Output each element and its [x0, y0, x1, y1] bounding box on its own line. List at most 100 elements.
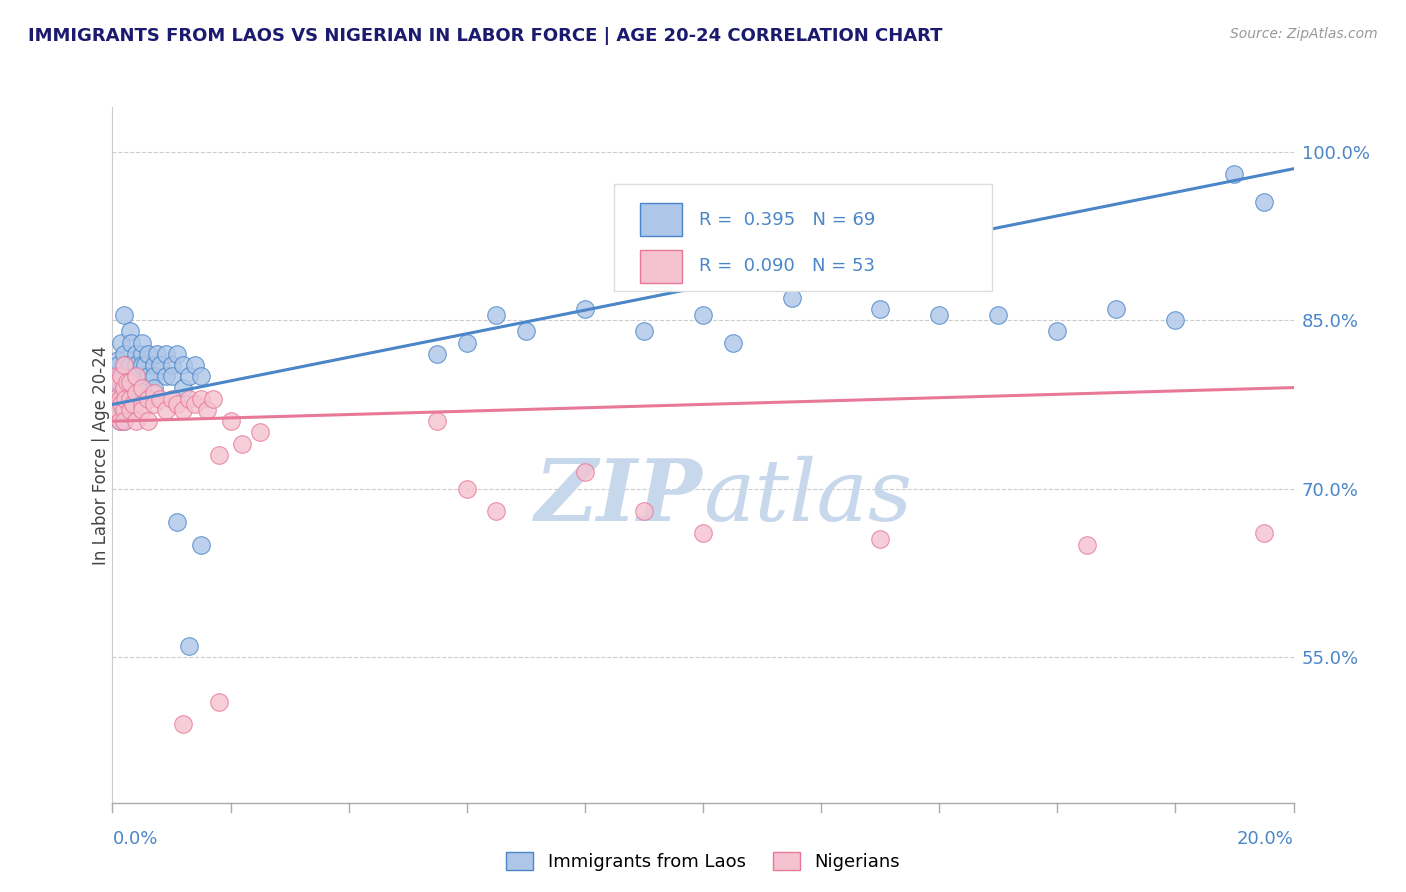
Point: [869, 301, 891, 316]
Point: [104, 392, 127, 406]
Text: Source: ZipAtlas.com: Source: ZipAtlas.com: [1230, 27, 1378, 41]
Point: [112, 392, 135, 406]
Point: [112, 403, 135, 417]
Point: [120, 403, 142, 417]
Point: [136, 392, 159, 406]
Legend: Immigrants from Laos, Nigerians: Immigrants from Laos, Nigerians: [499, 845, 907, 879]
Point: [1046, 325, 1069, 339]
Point: [120, 392, 142, 406]
Point: [108, 414, 131, 428]
Point: [149, 392, 172, 406]
Point: [142, 381, 165, 395]
Point: [426, 347, 449, 361]
Point: [108, 375, 131, 389]
Point: [131, 358, 153, 372]
Point: [166, 347, 188, 361]
Point: [131, 403, 153, 417]
Point: [456, 335, 478, 350]
Text: IMMIGRANTS FROM LAOS VS NIGERIAN IN LABOR FORCE | AGE 20-24 CORRELATION CHART: IMMIGRANTS FROM LAOS VS NIGERIAN IN LABO…: [28, 27, 942, 45]
Point: [120, 335, 142, 350]
Point: [134, 358, 156, 372]
Point: [692, 308, 714, 322]
Point: [125, 414, 148, 428]
Point: [112, 381, 135, 395]
Point: [987, 308, 1010, 322]
Point: [485, 308, 508, 322]
Point: [692, 526, 714, 541]
Point: [107, 381, 129, 395]
Point: [114, 358, 136, 372]
Point: [426, 414, 449, 428]
Point: [485, 504, 508, 518]
Point: [142, 369, 165, 384]
Point: [1223, 167, 1246, 181]
Point: [1253, 526, 1275, 541]
Point: [231, 436, 253, 450]
Point: [633, 325, 655, 339]
Point: [179, 639, 201, 653]
Point: [166, 515, 188, 529]
Point: [160, 358, 183, 372]
Point: [219, 414, 242, 428]
Point: [125, 369, 148, 384]
Point: [155, 369, 177, 384]
Point: [112, 347, 135, 361]
Point: [721, 335, 744, 350]
Text: 0.0%: 0.0%: [112, 830, 157, 847]
Point: [125, 386, 148, 401]
Point: [184, 397, 207, 411]
Point: [112, 381, 135, 395]
Point: [456, 482, 478, 496]
Point: [1105, 301, 1128, 316]
Point: [120, 325, 142, 339]
Point: [172, 403, 194, 417]
Point: [166, 397, 188, 411]
Point: [108, 392, 131, 406]
Point: [1076, 538, 1098, 552]
Point: [105, 369, 128, 384]
Point: [112, 308, 135, 322]
Point: [179, 392, 201, 406]
Point: [131, 381, 153, 395]
Point: [190, 392, 212, 406]
Point: [125, 386, 148, 401]
Point: [127, 369, 149, 384]
Point: [110, 397, 132, 411]
Point: [112, 414, 135, 428]
Point: [131, 347, 153, 361]
Point: [149, 358, 172, 372]
Point: [125, 358, 148, 372]
Point: [633, 504, 655, 518]
Point: [125, 347, 148, 361]
Point: [120, 381, 142, 395]
Point: [574, 301, 596, 316]
Point: [190, 369, 212, 384]
Point: [105, 397, 128, 411]
Point: [120, 375, 142, 389]
Point: [122, 369, 145, 384]
Point: [107, 375, 129, 389]
Point: [142, 386, 165, 401]
Point: [574, 465, 596, 479]
Point: [131, 397, 153, 411]
FancyBboxPatch shape: [614, 184, 993, 292]
Point: [112, 414, 135, 428]
Point: [117, 392, 138, 406]
Point: [136, 414, 159, 428]
Point: [184, 358, 207, 372]
Point: [1253, 195, 1275, 210]
Point: [107, 358, 129, 372]
Point: [107, 403, 129, 417]
Point: [112, 358, 135, 372]
Point: [131, 381, 153, 395]
Text: R =  0.395   N = 69: R = 0.395 N = 69: [699, 211, 876, 228]
Point: [108, 414, 131, 428]
Point: [131, 335, 153, 350]
Point: [155, 347, 177, 361]
Point: [110, 369, 132, 384]
Point: [195, 403, 218, 417]
Point: [515, 325, 537, 339]
Point: [172, 381, 194, 395]
Point: [114, 392, 136, 406]
Point: [142, 397, 165, 411]
